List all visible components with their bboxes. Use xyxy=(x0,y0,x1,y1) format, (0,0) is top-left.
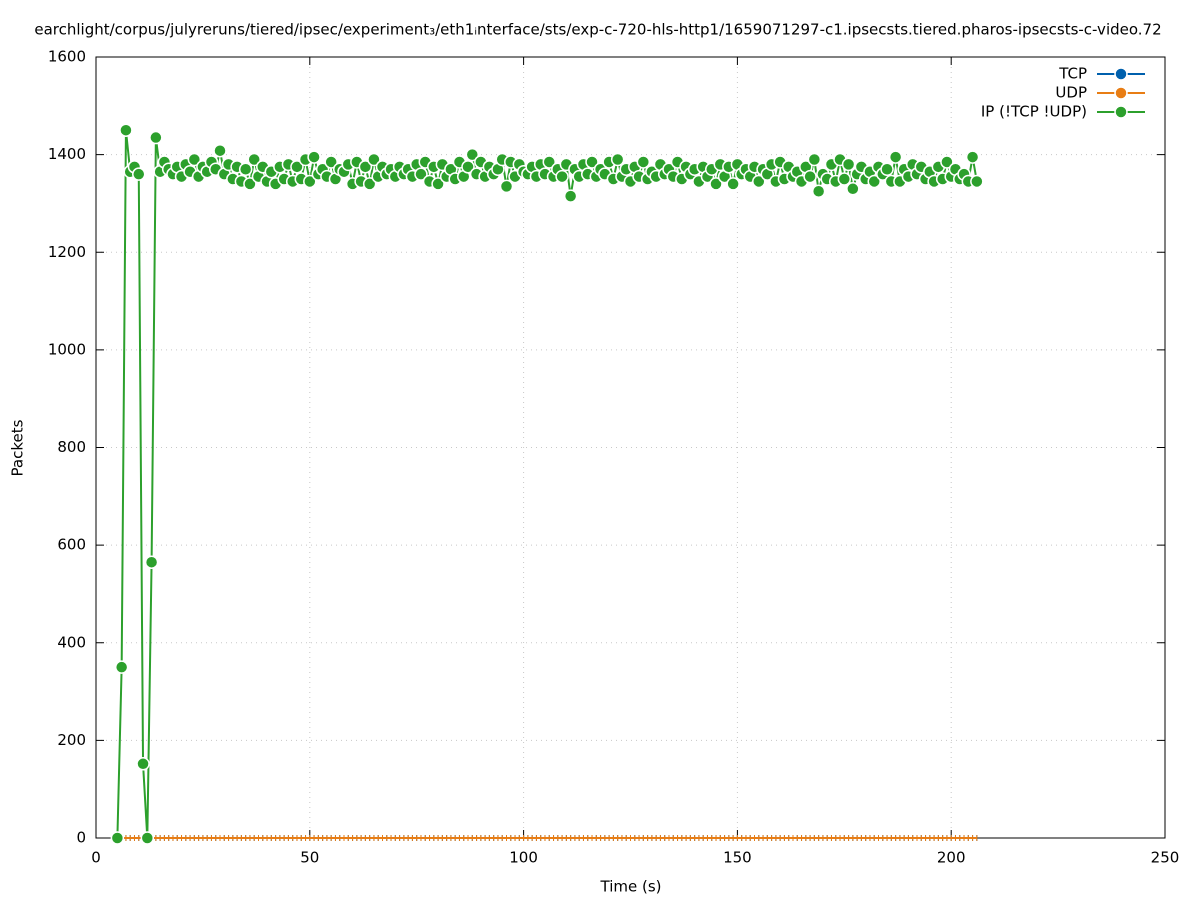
data-point xyxy=(324,155,338,169)
y-tick-label: 1000 xyxy=(48,340,86,358)
data-point xyxy=(187,152,202,167)
y-tick-label: 1400 xyxy=(48,145,86,163)
data-point xyxy=(610,152,625,167)
data-point xyxy=(726,177,740,191)
data-point xyxy=(888,150,903,164)
data-point xyxy=(149,130,163,145)
y-tick-label: 200 xyxy=(57,731,86,749)
data-point xyxy=(136,757,150,771)
y-tick-label: 1200 xyxy=(48,243,86,261)
data-point xyxy=(213,143,227,158)
data-point xyxy=(837,172,852,186)
data-point xyxy=(970,174,984,189)
legend-marker xyxy=(1114,86,1128,100)
data-point xyxy=(119,123,133,137)
x-tick-label: 0 xyxy=(91,849,101,867)
data-point xyxy=(307,150,321,164)
x-tick-label: 200 xyxy=(937,849,966,867)
y-tick-label: 1600 xyxy=(48,48,86,66)
x-tick-label: 250 xyxy=(1151,849,1180,867)
x-tick-label: 100 xyxy=(509,849,538,867)
y-tick-label: 800 xyxy=(57,438,86,456)
data-point xyxy=(841,157,856,172)
data-point xyxy=(367,152,381,167)
data-point xyxy=(499,179,514,194)
legend-label: UDP xyxy=(1055,84,1087,102)
y-tick-label: 0 xyxy=(76,829,86,847)
data-point xyxy=(846,182,860,196)
data-point xyxy=(542,155,557,169)
x-axis-label: Time (s) xyxy=(600,878,662,896)
data-point xyxy=(465,147,480,162)
data-point xyxy=(238,162,253,177)
data-point xyxy=(431,177,445,191)
data-point xyxy=(585,155,599,169)
series-line xyxy=(116,130,978,839)
y-tick-label: 600 xyxy=(57,536,86,554)
data-point xyxy=(867,174,881,189)
y-tick-label: 400 xyxy=(57,633,86,651)
data-point xyxy=(940,155,954,169)
y-axis-label: Packets xyxy=(9,419,27,476)
data-point xyxy=(290,160,304,174)
data-point xyxy=(709,177,723,191)
data-point xyxy=(803,169,817,184)
data-point xyxy=(807,152,822,167)
data-point xyxy=(636,155,651,169)
data-point xyxy=(555,169,569,184)
chart-title: earchlight/corpus/julyreruns/tiered/ipse… xyxy=(34,21,1161,39)
data-point xyxy=(358,160,373,174)
data-point xyxy=(965,150,980,164)
data-point xyxy=(752,174,766,189)
data-point xyxy=(414,167,428,181)
data-point xyxy=(140,831,155,845)
data-point xyxy=(362,177,377,191)
x-tick-label: 150 xyxy=(723,849,752,867)
legend-label: TCP xyxy=(1058,65,1087,83)
data-point xyxy=(132,167,146,181)
data-point xyxy=(563,189,578,203)
data-point xyxy=(144,555,159,569)
data-point xyxy=(461,160,475,174)
data-point xyxy=(880,162,894,177)
data-point xyxy=(243,177,257,191)
data-point xyxy=(110,831,125,845)
data-point xyxy=(247,152,261,167)
x-tick-label: 50 xyxy=(300,849,319,867)
data-point xyxy=(811,184,826,198)
data-point xyxy=(303,174,317,189)
data-point xyxy=(114,660,129,674)
legend-marker xyxy=(1114,67,1128,81)
legend-label: IP (!TCP !UDP) xyxy=(981,103,1087,121)
legend-marker xyxy=(1114,105,1128,119)
